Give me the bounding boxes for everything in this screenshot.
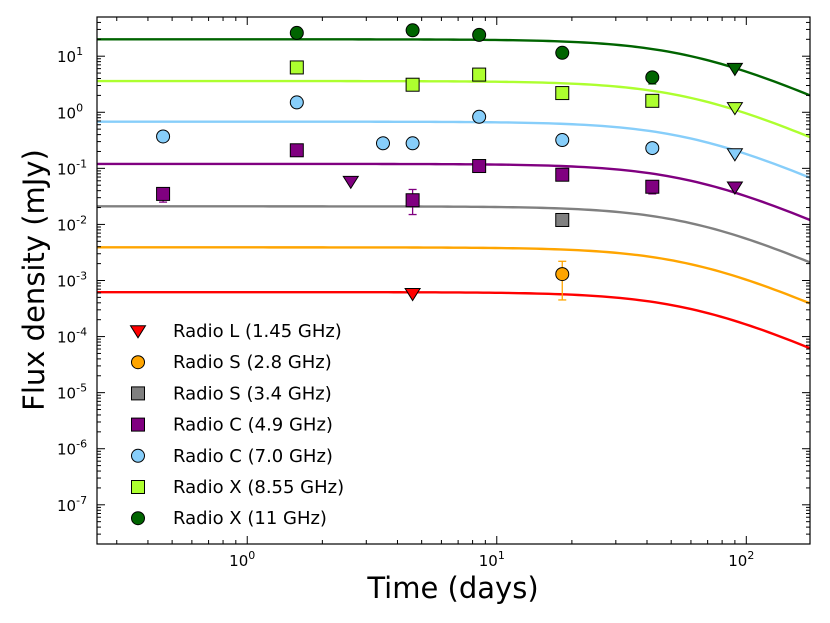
data-point-series-6-2 (472, 27, 487, 42)
data-points (156, 23, 744, 302)
legend-label: Radio S (3.4 GHz) (173, 383, 332, 404)
data-point-series-5-0 (289, 60, 304, 75)
y-tick-label: 10-6 (57, 438, 87, 459)
data-point-series-6-0 (289, 25, 304, 40)
data-point-series-0-0 (404, 288, 422, 302)
legend-marker-2 (131, 386, 145, 401)
y-axis-label: Flux density (mJy) (17, 149, 51, 411)
y-tick-label: 100 (57, 101, 83, 122)
data-point-series-5-2 (472, 67, 487, 82)
legend-marker-0 (129, 325, 147, 339)
data-point-series-4-2 (375, 136, 390, 151)
data-point-series-4-5 (555, 133, 570, 148)
legend-label: Radio C (4.9 GHz) (173, 415, 333, 436)
model-curve-3 (97, 162, 810, 222)
y-tick-label: 101 (57, 45, 83, 66)
legend: Radio L (1.45 GHz) Radio S (2.8 GHz) Radio… (129, 321, 344, 529)
y-tick-label: 10-5 (57, 382, 87, 403)
y-tick-label: 10-7 (57, 494, 87, 515)
legend-label: Radio S (2.8 GHz) (173, 352, 332, 373)
data-point-series-5-3 (555, 86, 570, 101)
data-point-series-4-3 (405, 136, 420, 151)
data-point-series-2-0 (555, 212, 570, 227)
axis-ticks: 100 101 102 10-7 10-6 10-5 10-4 10-3 10-2 10-1 100… (57, 16, 810, 570)
model-curve-0 (97, 290, 810, 350)
data-point-series-4-6 (645, 141, 660, 156)
data-point-series-4-1 (289, 95, 304, 110)
model-curve-1 (97, 246, 810, 305)
x-tick-label: 100 (229, 549, 255, 570)
data-point-series-3-1 (289, 143, 304, 158)
x-axis-label: Time (days) (366, 571, 538, 605)
model-curves (97, 38, 810, 350)
data-point-series-3-3 (405, 193, 420, 208)
data-point-series-3-0 (156, 186, 171, 201)
data-point-series-5-4 (645, 93, 660, 108)
data-point-series-6-1 (405, 23, 420, 38)
data-point-series-4-4 (472, 109, 487, 124)
legend-marker-4 (131, 448, 145, 463)
legend-marker-6 (131, 511, 145, 526)
data-point-series-5-5 (726, 102, 744, 116)
model-curve-2 (97, 205, 810, 264)
x-tick-label: 101 (479, 549, 505, 570)
legend-marker-5 (131, 480, 145, 494)
data-point-series-3-7 (726, 181, 744, 195)
data-point-series-4-7 (726, 148, 744, 162)
data-point-series-6-4 (645, 70, 660, 85)
plot-frame (96, 16, 811, 545)
data-point-series-3-2 (342, 175, 360, 190)
legend-label: Radio L (1.45 GHz) (173, 321, 342, 342)
x-tick-label: 102 (728, 549, 754, 570)
data-point-series-4-0 (156, 129, 171, 144)
data-point-series-6-3 (555, 45, 570, 60)
legend-label: Radio X (11 GHz) (173, 508, 327, 529)
data-point-series-6-5 (726, 62, 744, 77)
data-point-series-3-5 (555, 167, 570, 182)
data-point-series-1-0 (555, 267, 570, 282)
legend-marker-3 (131, 417, 145, 432)
legend-marker-1 (131, 355, 145, 370)
y-tick-label: 10-2 (57, 213, 87, 234)
data-point-series-3-4 (472, 159, 487, 174)
data-point-series-5-1 (405, 77, 420, 92)
data-point-series-3-6 (645, 179, 660, 194)
model-curve-5 (97, 79, 810, 139)
legend-label: Radio X (8.55 GHz) (173, 477, 344, 498)
y-tick-label: 10-1 (57, 157, 87, 178)
y-tick-label: 10-4 (57, 326, 87, 347)
y-tick-label: 10-3 (57, 270, 87, 291)
model-curve-4 (97, 120, 810, 179)
legend-label: Radio C (7.0 GHz) (173, 446, 333, 467)
model-curve-6 (97, 38, 810, 97)
